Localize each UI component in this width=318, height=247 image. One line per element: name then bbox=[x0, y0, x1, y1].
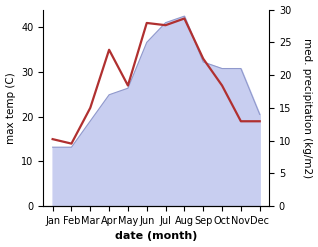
X-axis label: date (month): date (month) bbox=[115, 231, 197, 242]
Y-axis label: med. precipitation (kg/m2): med. precipitation (kg/m2) bbox=[302, 38, 313, 178]
Y-axis label: max temp (C): max temp (C) bbox=[5, 72, 16, 144]
